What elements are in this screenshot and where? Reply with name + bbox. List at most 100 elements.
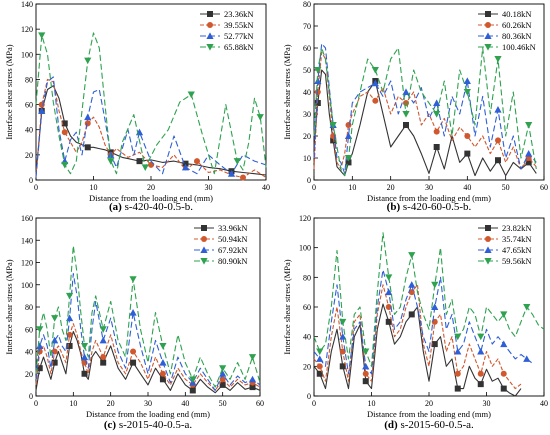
- legend-label: 35.74kN: [502, 234, 532, 244]
- legend-marker: [206, 44, 214, 51]
- y-axis-title: Interface shear stress (MPa): [282, 259, 292, 354]
- data-point: [100, 359, 107, 366]
- data-point: [256, 114, 264, 121]
- x-tick-label: 20: [107, 399, 115, 408]
- data-point: [316, 363, 323, 370]
- panel-caption: (b) s-420-60-0.5-b.: [387, 201, 472, 213]
- data-point: [84, 113, 92, 121]
- x-tick-label: 60: [540, 183, 548, 192]
- data-point: [249, 384, 256, 391]
- x-tick-label: 40: [463, 183, 471, 192]
- data-point: [433, 128, 440, 135]
- legend-marker: [207, 22, 213, 28]
- data-point: [159, 370, 166, 377]
- data-point: [345, 122, 352, 128]
- x-tick-label: 20: [147, 183, 155, 192]
- data-point: [477, 370, 484, 377]
- data-point: [477, 333, 485, 341]
- data-point: [51, 359, 58, 366]
- x-tick-label: 0: [312, 183, 316, 192]
- data-point: [240, 174, 246, 181]
- data-point: [523, 355, 531, 362]
- data-point: [248, 354, 257, 361]
- y-tick-label: 60: [303, 44, 311, 53]
- data-point: [408, 252, 416, 259]
- x-tick-label: 40: [181, 399, 189, 408]
- data-point: [362, 378, 369, 385]
- legend-marker: [484, 246, 492, 253]
- data-series-0: [35, 330, 261, 394]
- data-point: [129, 308, 137, 316]
- y-axis-title: Interface shear stress (MPa): [4, 44, 14, 139]
- data-point: [385, 318, 392, 325]
- y-tick-label: 70: [303, 22, 311, 31]
- y-tick-label: 20: [303, 132, 311, 141]
- data-point: [339, 333, 347, 340]
- x-axis-title: Distance from the loading end (mm): [367, 409, 491, 419]
- data-point: [107, 158, 115, 165]
- data-point: [36, 326, 44, 333]
- data-point: [130, 359, 137, 366]
- legend-label: 80.90kN: [218, 256, 248, 266]
- legend-label: 59.56kN: [502, 256, 532, 266]
- series-line: [313, 284, 522, 390]
- series-line: [35, 330, 261, 394]
- legend-marker: [206, 32, 214, 39]
- data-point: [99, 326, 107, 333]
- data-point: [362, 362, 370, 370]
- x-tick-label: 50: [502, 183, 510, 192]
- legend-marker: [207, 11, 213, 17]
- data-point: [339, 363, 346, 370]
- legend-marker: [484, 44, 492, 51]
- legend-marker: [484, 32, 492, 39]
- legend-marker: [485, 225, 491, 231]
- legend-marker: [485, 236, 491, 242]
- y-tick-label: 60: [25, 101, 33, 110]
- data-point: [523, 304, 531, 311]
- data-point: [494, 56, 502, 63]
- data-point: [182, 160, 189, 167]
- data-point: [159, 342, 167, 350]
- data-point: [464, 150, 471, 157]
- x-tick-label: 0: [34, 399, 38, 408]
- legend-marker: [485, 11, 491, 17]
- data-point: [107, 151, 115, 158]
- data-point: [454, 385, 461, 392]
- caption-text: s-420-60-0.5-b.: [400, 201, 471, 213]
- caption-id: (a): [109, 201, 122, 213]
- chart-panel-d: 0 10 20 30 40 0 20 40 60 80 100 120 Distance from th…: [282, 214, 548, 431]
- data-point: [194, 158, 200, 165]
- data-point: [219, 370, 227, 377]
- data-point: [316, 355, 324, 362]
- data-point: [339, 348, 346, 355]
- data-point: [345, 159, 352, 166]
- x-tick-label: 50: [219, 399, 227, 408]
- y-axis-title: Interface shear stress (MPa): [282, 44, 292, 139]
- data-point: [130, 348, 137, 355]
- data-point: [339, 318, 347, 326]
- y-tick-label: 80: [25, 75, 33, 84]
- x-axis-title: Distance from the loading end (mm): [89, 193, 213, 203]
- x-tick-label: 10: [348, 183, 356, 192]
- data-series-1: [35, 323, 261, 391]
- data-point: [344, 155, 353, 162]
- y-tick-label: 30: [303, 110, 311, 119]
- data-point: [433, 144, 440, 150]
- data-point: [454, 347, 462, 355]
- y-tick-label: 100: [21, 50, 33, 59]
- data-point: [80, 342, 89, 350]
- data-point: [408, 311, 415, 318]
- data-point: [316, 348, 324, 356]
- legend-label: 80.36kN: [502, 31, 532, 41]
- data-point: [135, 128, 144, 136]
- legend-marker: [201, 225, 207, 231]
- data-point: [371, 79, 379, 87]
- y-tick-label: 0: [29, 392, 33, 401]
- data-point: [61, 161, 69, 169]
- data-point: [84, 144, 91, 151]
- data-point: [463, 77, 471, 84]
- legend-label: 40.18kN: [502, 9, 532, 19]
- y-tick-label: 160: [21, 214, 33, 223]
- legend-label: 23.36kN: [224, 9, 254, 19]
